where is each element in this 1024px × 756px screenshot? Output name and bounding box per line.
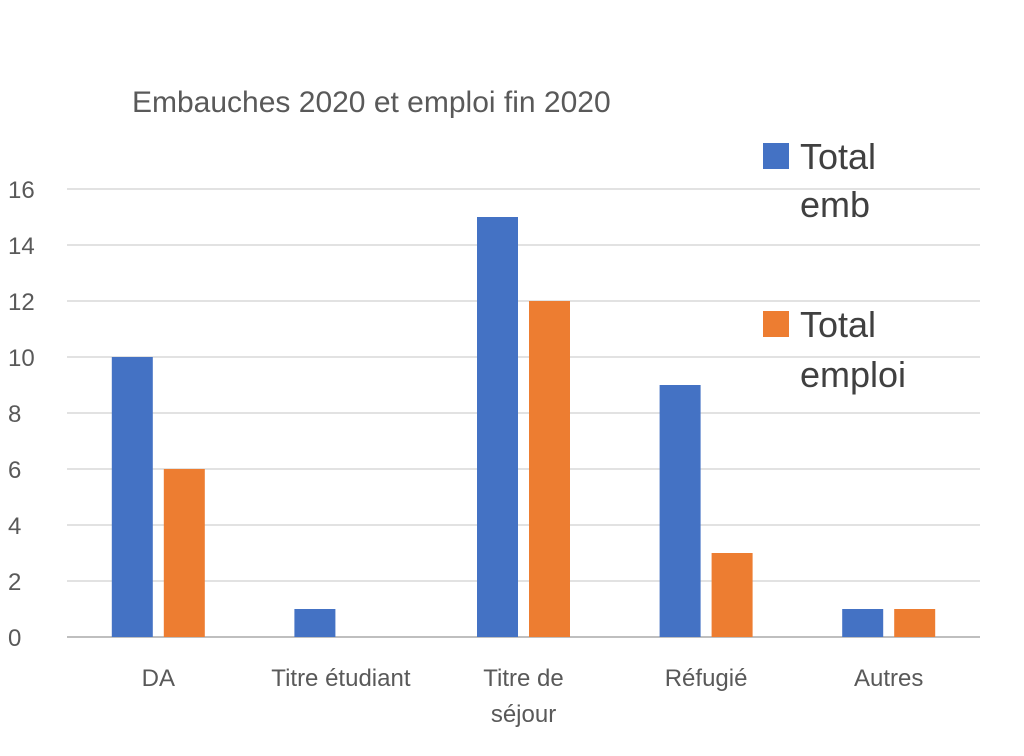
legend-item: Total emb [763, 136, 876, 225]
legend-swatch [763, 143, 789, 169]
bar-total-emploi [163, 469, 205, 637]
x-tick-label: Autres [854, 665, 923, 692]
legend-swatch [763, 311, 789, 337]
x-tick-label: Titre étudiant [271, 665, 411, 692]
y-tick-label: 2 [8, 569, 21, 596]
bar-total-emb [477, 217, 518, 637]
bar-total-emb [294, 609, 336, 637]
y-tick-label: 14 [8, 233, 35, 260]
chart-title: Embauches 2020 et emploi fin 2020 [132, 86, 611, 119]
bar-total-emploi [711, 553, 753, 637]
legend-item: Total emploi [763, 304, 906, 395]
y-tick-label: 8 [8, 401, 21, 428]
gridlines [67, 188, 980, 638]
x-tick-label: Titre de séjour [483, 665, 563, 728]
y-tick-label: 16 [8, 177, 35, 204]
x-tick-label: DA [142, 665, 175, 692]
bar-total-emploi [894, 609, 936, 637]
y-tick-label: 0 [8, 625, 21, 652]
bar-total-emploi [529, 301, 570, 637]
y-tick-label: 6 [8, 457, 21, 484]
bar-total-emb [111, 357, 153, 637]
y-tick-label: 4 [8, 513, 21, 540]
legend-label: Total emploi [800, 304, 906, 395]
bar-total-emb [842, 609, 884, 637]
bars [111, 217, 936, 637]
y-tick-label: 10 [8, 345, 35, 372]
y-tick-label: 12 [8, 289, 35, 316]
x-tick-label: Réfugié [665, 665, 748, 692]
legend-label: Total emb [800, 136, 876, 225]
x-axis-ticks: DA Titre étudiant Titre de séjour Réfugié Aut… [142, 665, 924, 728]
legend: Total emb Total emploi [763, 136, 906, 395]
bar-total-emb [659, 385, 701, 637]
y-axis-ticks: 0 2 4 6 8 10 12 14 16 [8, 177, 35, 652]
